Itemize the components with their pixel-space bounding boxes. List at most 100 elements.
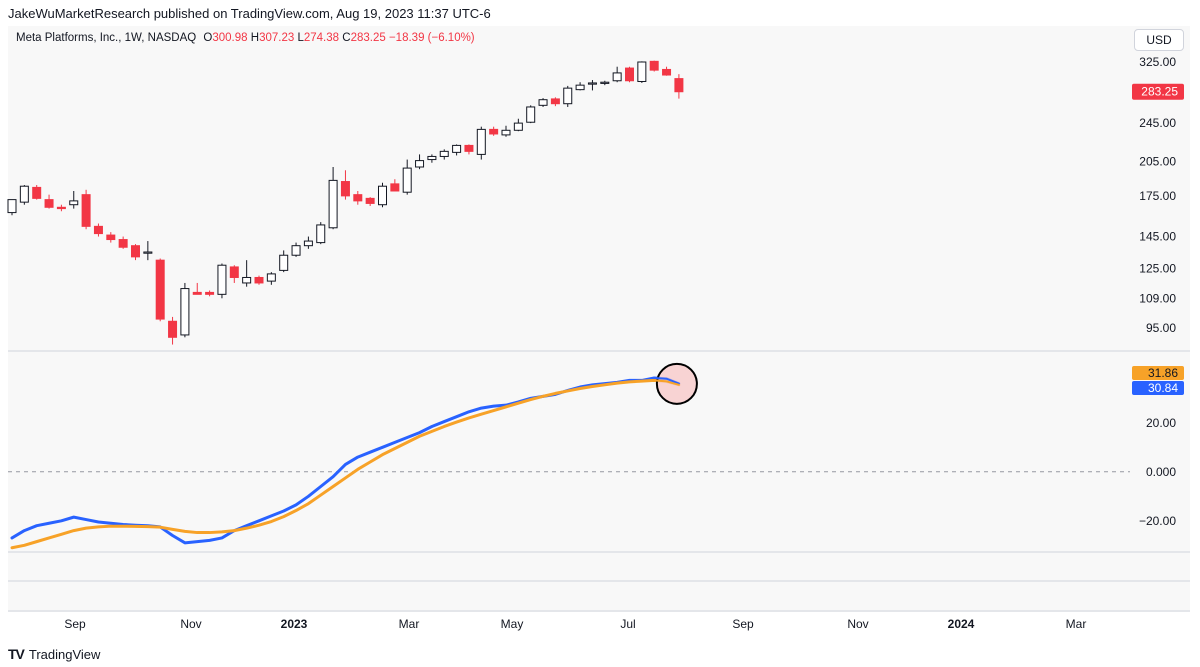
candle-body <box>390 183 400 192</box>
candle <box>501 125 511 137</box>
candle-body <box>131 245 140 258</box>
high-value: 307.23 <box>259 32 295 44</box>
candle-body <box>402 167 412 193</box>
candle <box>19 185 29 205</box>
candle <box>217 263 227 299</box>
open-value: 300.98 <box>212 32 248 44</box>
candle-body <box>353 194 363 202</box>
candle <box>254 275 264 285</box>
tradingview-logo-icon: TV <box>8 646 25 662</box>
candle-body <box>69 200 79 206</box>
price-tick-label: 245.00 <box>1139 116 1176 130</box>
candle-body <box>587 82 597 85</box>
candle <box>7 199 17 216</box>
candle <box>489 126 499 136</box>
candle <box>180 282 190 338</box>
candle-body <box>365 197 375 204</box>
candle <box>402 159 412 195</box>
osc-blue-value-label: 30.84 <box>1148 381 1178 395</box>
osc-line-orange <box>10 378 681 550</box>
candle <box>56 204 66 212</box>
candle-body <box>279 254 289 271</box>
candle-body <box>464 144 474 152</box>
candle <box>563 85 573 107</box>
candle <box>168 316 178 345</box>
candle-body <box>118 239 128 248</box>
candle-body <box>637 61 647 82</box>
time-tick-label: Sep <box>732 617 754 631</box>
currency-button[interactable]: USD <box>1134 29 1184 51</box>
candle-body <box>242 276 252 284</box>
candle <box>279 250 289 273</box>
candle <box>143 241 153 261</box>
candle-body <box>303 240 313 247</box>
osc-line-tip-blue <box>653 376 680 385</box>
candle <box>353 190 363 205</box>
low-value: 274.38 <box>303 32 340 44</box>
footer-brand[interactable]: TV TradingView <box>8 646 100 662</box>
candle-body <box>168 320 178 338</box>
close-label: C <box>342 32 351 44</box>
candle-body <box>340 181 350 197</box>
osc-line-tip-orange <box>653 379 680 386</box>
candle <box>266 272 276 285</box>
candle <box>476 126 486 160</box>
candle <box>69 190 79 209</box>
candle <box>526 105 536 124</box>
osc-tick-label: 0.000 <box>1146 465 1176 479</box>
candle-body <box>674 78 684 93</box>
osc-orange-value-label: 31.86 <box>1148 366 1178 380</box>
candle-body <box>32 186 42 199</box>
candle <box>600 80 610 86</box>
candle-body <box>328 179 338 229</box>
osc-line-blue <box>10 376 681 545</box>
brand-name: TradingView <box>28 646 101 662</box>
candle <box>291 242 301 257</box>
candle-body <box>550 98 560 105</box>
candle-body <box>291 245 301 256</box>
candle <box>452 144 462 156</box>
chart-area[interactable] <box>8 26 1190 612</box>
osc-tick-label: −20.00 <box>1139 514 1176 528</box>
candle <box>192 282 202 295</box>
candle-body <box>600 81 610 84</box>
candle <box>439 149 449 160</box>
osc-blue-value-badge <box>1132 381 1184 395</box>
candle <box>93 223 103 237</box>
candle-body <box>81 194 91 227</box>
candle-body <box>205 291 215 295</box>
candle-body <box>439 150 449 157</box>
candle <box>612 66 622 83</box>
candle-body <box>563 87 573 105</box>
low-label: L <box>297 32 304 44</box>
candle <box>415 154 425 170</box>
open-label: O <box>203 32 213 44</box>
candle-body <box>217 264 227 295</box>
candle-body <box>415 160 425 168</box>
candle-body <box>19 185 29 203</box>
candle <box>365 197 375 206</box>
candle-body <box>155 259 165 320</box>
candle-body <box>254 276 264 284</box>
candle-body <box>266 273 276 282</box>
candle-body <box>649 60 659 71</box>
candle-body <box>229 266 239 278</box>
price-tick-label: 175.00 <box>1139 189 1176 203</box>
candle <box>637 61 647 83</box>
candle-body <box>489 128 499 135</box>
price-tick-label: 145.00 <box>1139 230 1176 244</box>
candle-body <box>476 128 486 155</box>
candle <box>550 97 560 107</box>
candle-body <box>93 225 103 235</box>
candle <box>378 182 387 208</box>
time-tick-label: 2024 <box>948 617 975 631</box>
candle <box>427 154 437 163</box>
candle-body <box>612 72 622 82</box>
candle <box>32 185 42 200</box>
time-tick-label: May <box>501 617 524 631</box>
candle <box>118 236 128 249</box>
high-label: H <box>250 32 260 44</box>
price-tick-label: 205.00 <box>1139 155 1176 169</box>
time-tick-label: Jul <box>620 617 635 631</box>
candle <box>538 98 548 107</box>
